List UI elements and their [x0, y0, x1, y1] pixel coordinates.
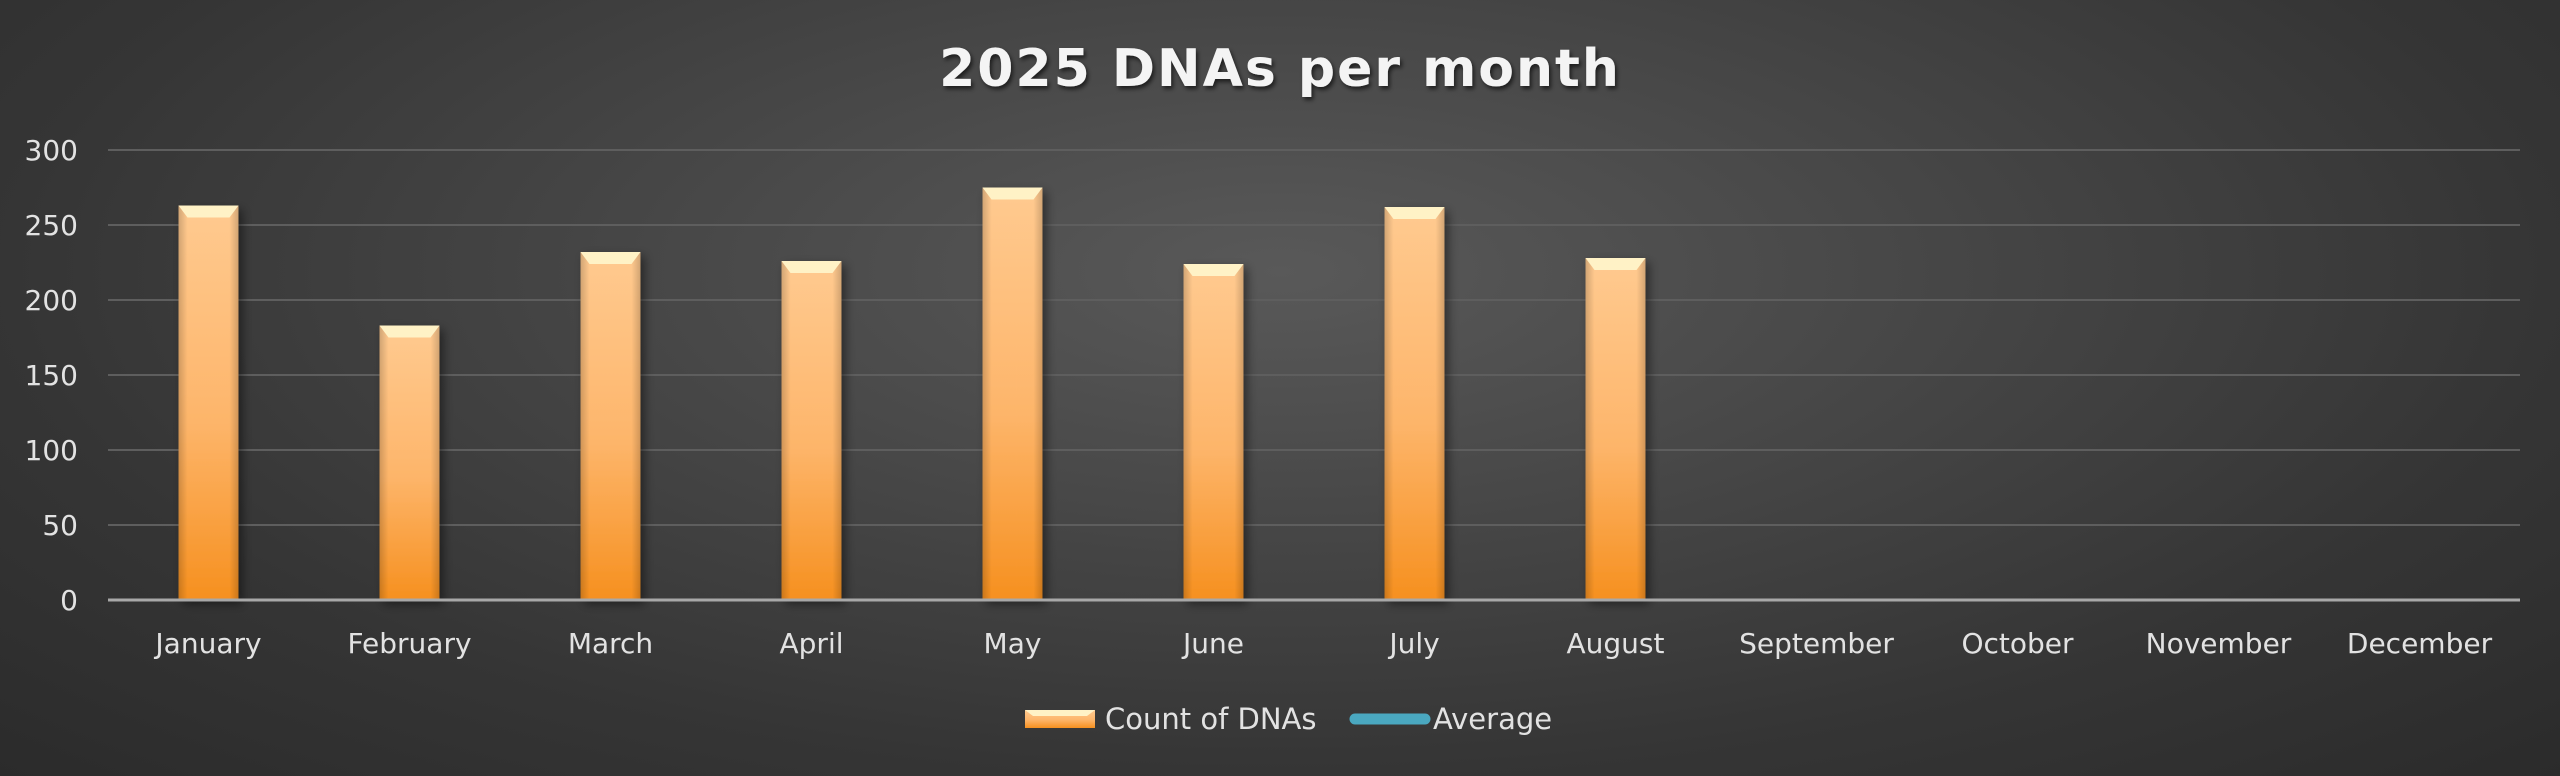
bar-july	[1384, 207, 1445, 600]
x-tick-label: October	[1961, 627, 2074, 660]
y-tick-label: 0	[60, 584, 78, 617]
bar-cap	[982, 187, 1043, 200]
legend-label-average: Average	[1433, 702, 1552, 736]
bar-shading	[982, 187, 1043, 600]
x-tick-label: November	[2146, 627, 2292, 660]
legend-swatch-bar-cap	[1025, 710, 1095, 716]
x-tick-label: March	[568, 627, 653, 660]
x-axis-tick-labels: January February March April May June July Augu…	[153, 627, 2492, 660]
bar-shading	[379, 325, 440, 600]
bar-shading	[178, 205, 239, 600]
x-tick-label: June	[1181, 627, 1244, 660]
x-tick-label: April	[780, 627, 844, 660]
bar-cap	[1183, 264, 1244, 276]
y-axis-tick-labels: 0 50 100 150 200 250 300	[25, 134, 78, 617]
bar-january	[178, 205, 239, 600]
y-tick-label: 300	[25, 134, 78, 167]
gridlines	[108, 149, 2520, 526]
bar-cap	[379, 325, 440, 338]
bar-cap	[178, 205, 239, 218]
bar-shading	[1183, 264, 1244, 600]
bar-shading	[1585, 258, 1646, 600]
bar-february	[379, 325, 440, 600]
bar-cap	[1384, 207, 1445, 219]
bar-april	[781, 261, 842, 600]
bar-cap	[781, 261, 842, 273]
chart-title: 2025 DNAs per month	[939, 39, 1621, 99]
bar-june	[1183, 264, 1244, 600]
x-tick-label: August	[1567, 627, 1665, 660]
x-tick-label: September	[1739, 627, 1894, 660]
bar-may	[982, 187, 1043, 600]
bar-august	[1585, 258, 1646, 600]
legend: Count of DNAs Average	[1025, 702, 1552, 736]
legend-label-count-of-dnas: Count of DNAs	[1105, 702, 1316, 736]
y-tick-label: 250	[25, 209, 78, 242]
x-tick-label: July	[1387, 627, 1439, 660]
bar-cap	[580, 252, 641, 264]
bar-shading	[781, 261, 842, 600]
bar-cap	[1585, 258, 1646, 270]
x-tick-label: May	[984, 627, 1042, 660]
bar-series	[178, 187, 1646, 600]
y-tick-label: 100	[25, 434, 78, 467]
x-tick-label: December	[2347, 627, 2493, 660]
bar-shading	[1384, 207, 1445, 600]
y-tick-label: 50	[42, 509, 78, 542]
legend-item-count-of-dnas: Count of DNAs	[1025, 702, 1316, 736]
x-tick-label: January	[153, 627, 261, 660]
bar-shading	[580, 252, 641, 600]
legend-item-average: Average	[1349, 702, 1552, 736]
bar-march	[580, 252, 641, 600]
y-tick-label: 200	[25, 284, 78, 317]
y-tick-label: 150	[25, 359, 78, 392]
x-tick-label: February	[347, 627, 471, 660]
